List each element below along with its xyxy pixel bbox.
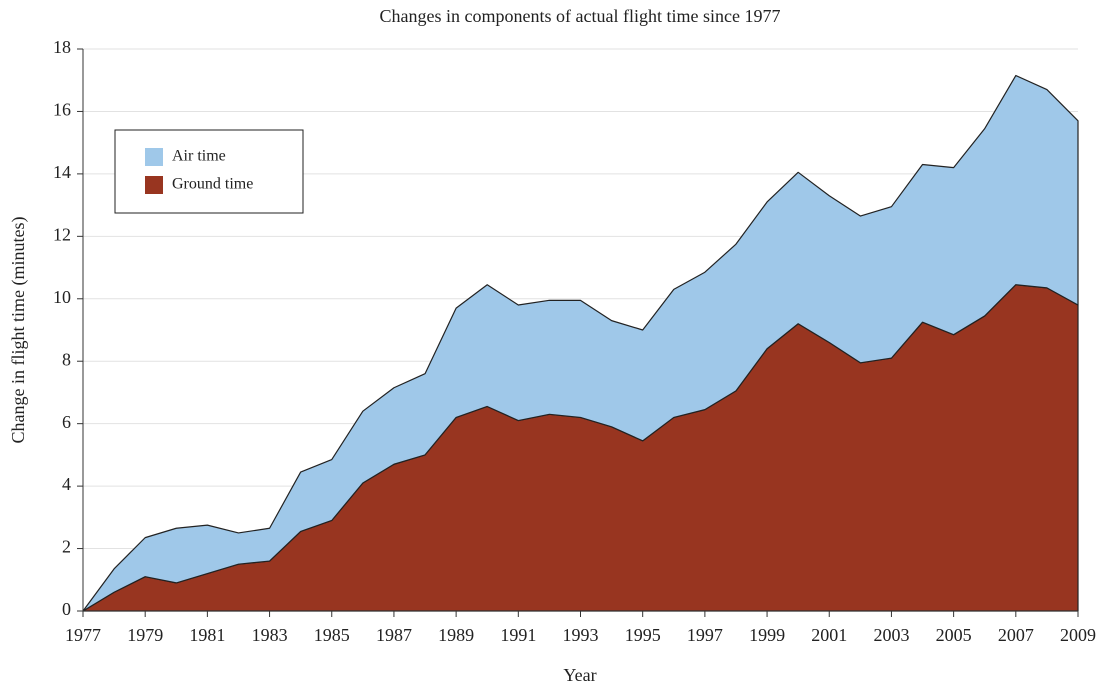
legend-label: Ground time (172, 176, 253, 193)
x-tick-label: 1997 (687, 625, 723, 645)
x-tick-label: 1999 (749, 625, 785, 645)
y-tick-label: 6 (62, 412, 71, 432)
x-axis-label: Year (563, 665, 596, 685)
x-tick-label: 1987 (376, 625, 412, 645)
legend-box (114, 129, 304, 214)
x-tick-label: 1989 (438, 625, 474, 645)
legend-swatch (145, 148, 163, 166)
y-tick-label: 2 (62, 537, 71, 557)
legend-swatch (145, 176, 163, 194)
legend-label: Air time (172, 148, 226, 165)
x-tick-label: 1995 (625, 625, 661, 645)
chart-title: Changes in components of actual flight t… (380, 6, 781, 26)
y-tick-label: 4 (62, 474, 71, 494)
x-tick-label: 2001 (811, 625, 847, 645)
y-tick-label: 18 (53, 37, 71, 57)
area (82, 74, 1079, 612)
x-tick-label: 1979 (127, 625, 163, 645)
y-tick-label: 8 (62, 349, 71, 369)
y-tick-label: 14 (53, 162, 71, 182)
x-tick-label: 2009 (1060, 625, 1096, 645)
x-tick-label: 2005 (936, 625, 972, 645)
x-tick-label: 1981 (189, 625, 225, 645)
x-tick-label: 1983 (252, 625, 288, 645)
y-tick-label: 0 (62, 599, 71, 619)
y-tick-label: 10 (53, 287, 71, 307)
x-tick-label: 1977 (65, 625, 101, 645)
x-tick-label: 1993 (563, 625, 599, 645)
y-tick-label: 12 (53, 224, 71, 244)
y-tick-label: 16 (53, 100, 71, 120)
x-tick-label: 2007 (998, 625, 1034, 645)
x-tick-label: 1985 (314, 625, 350, 645)
y-axis-label: Change in flight time (minutes) (8, 217, 29, 444)
x-tick-label: 1991 (500, 625, 536, 645)
x-tick-label: 2003 (873, 625, 909, 645)
